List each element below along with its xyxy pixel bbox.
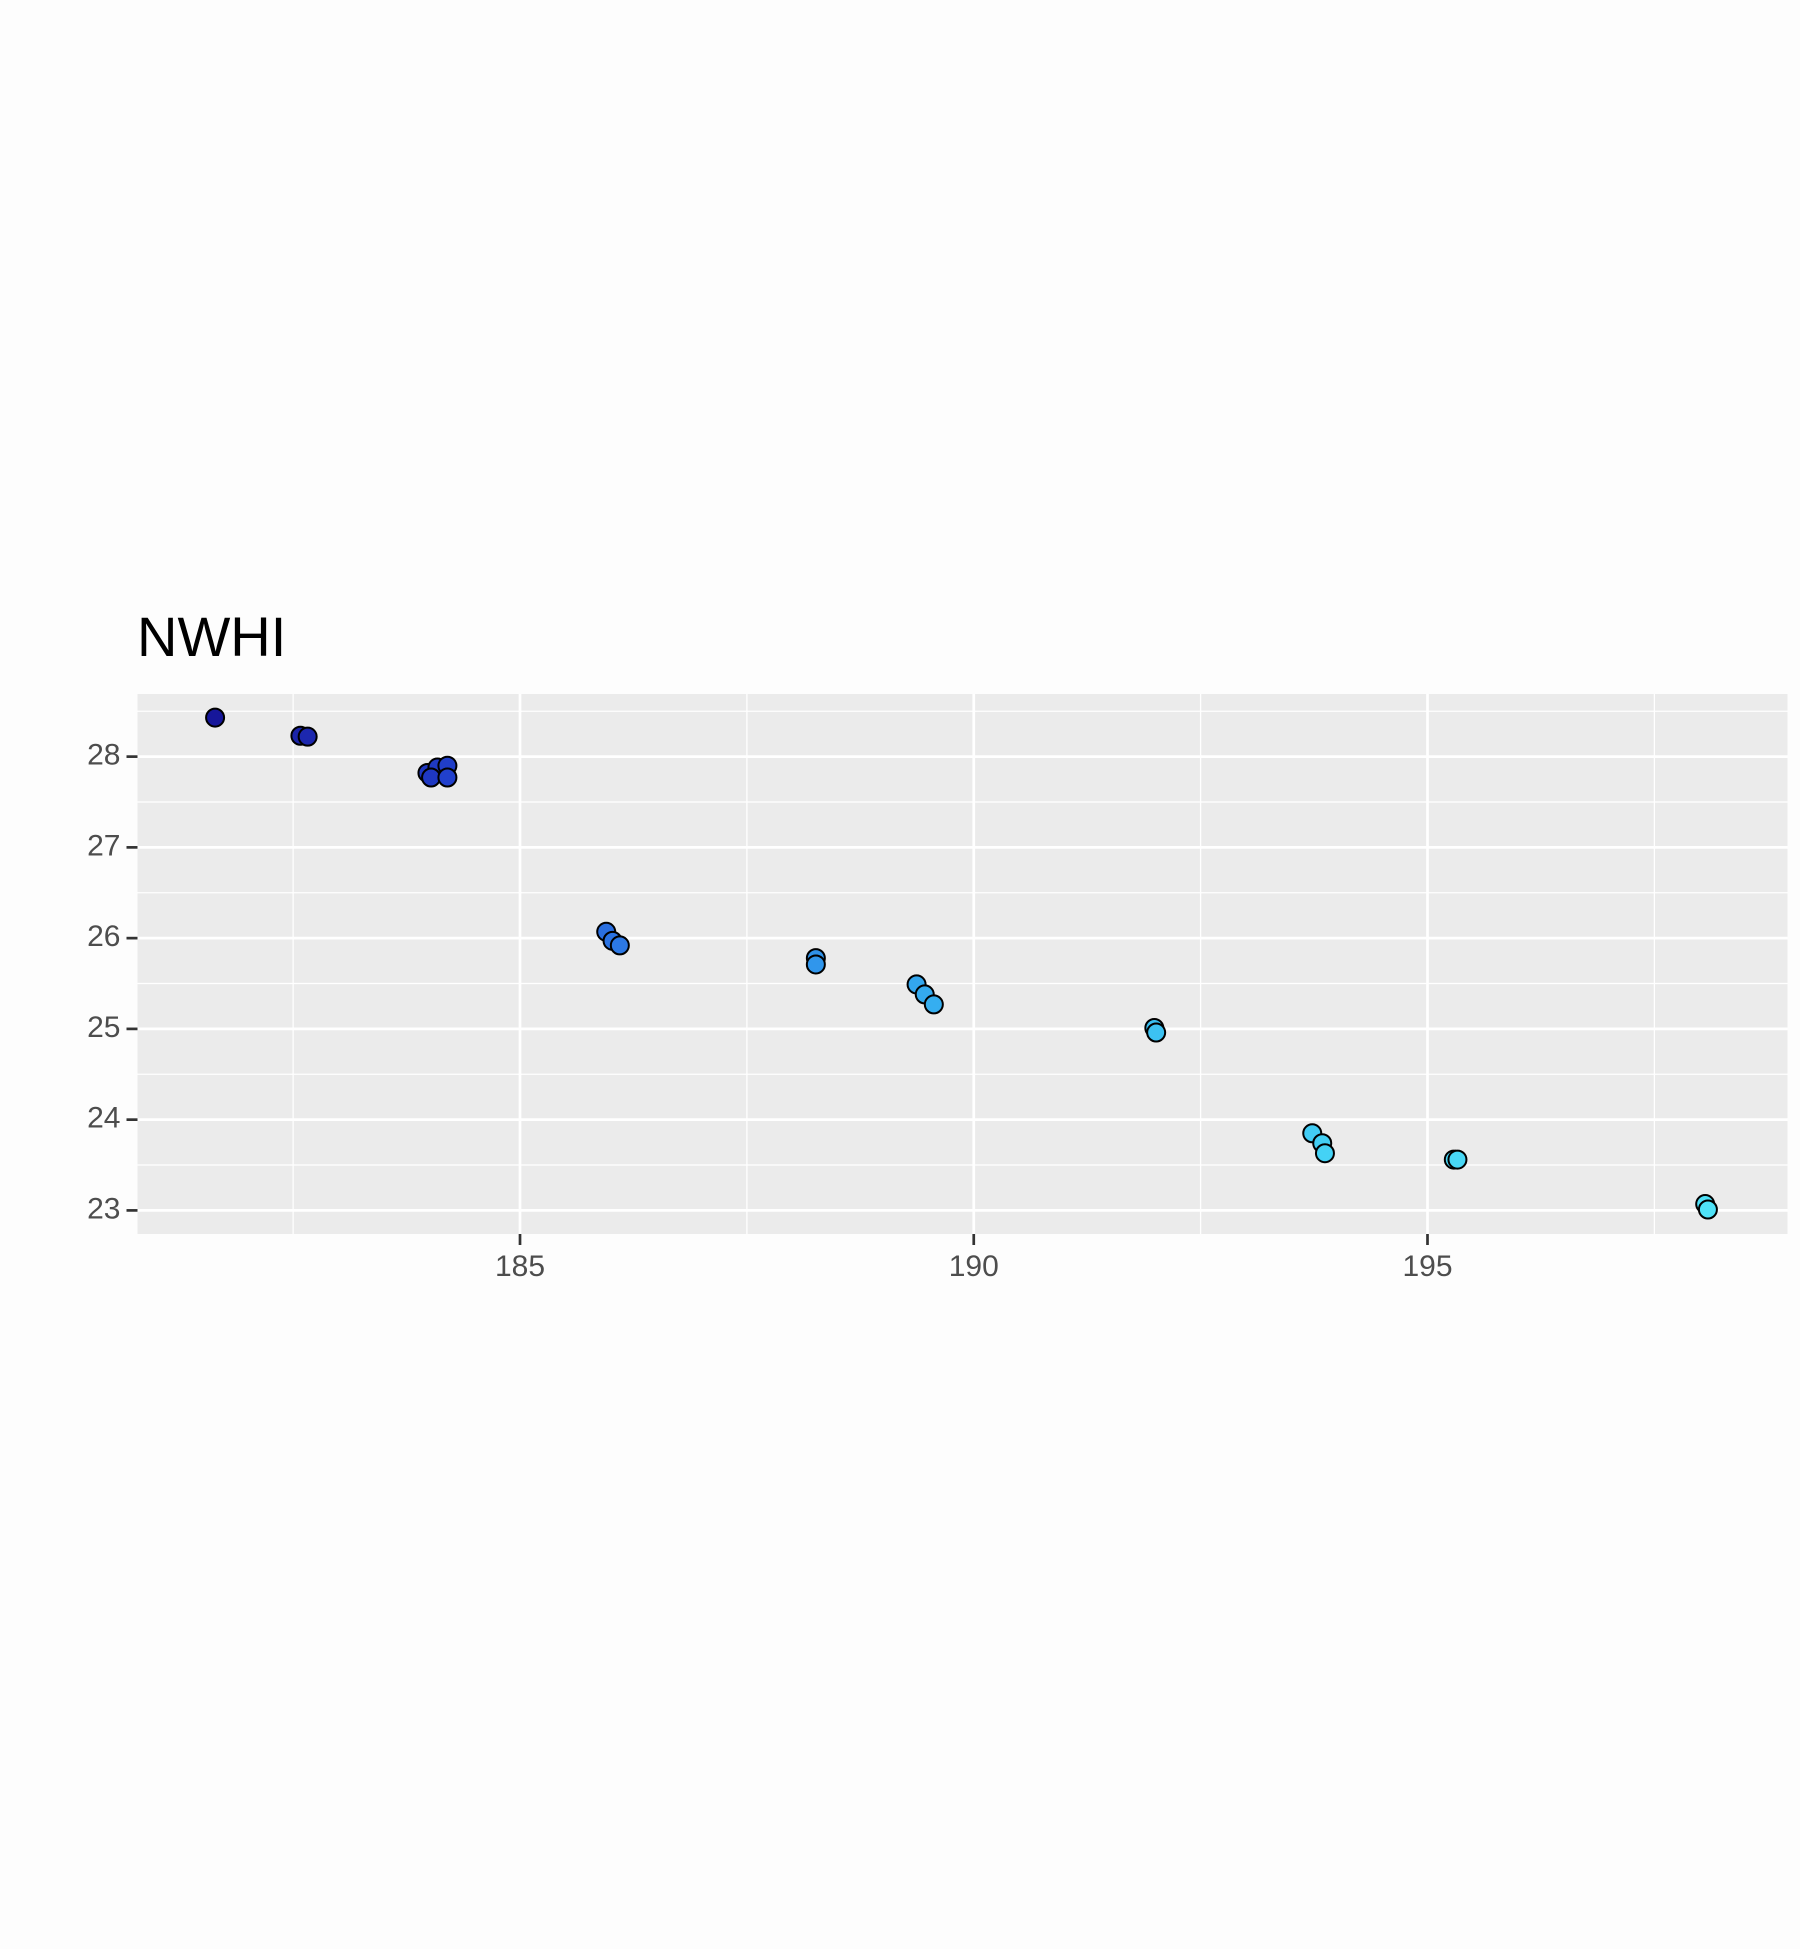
point (805, 954, 826, 975)
point (421, 767, 442, 788)
y-tick-label: 27 (87, 829, 120, 862)
x-tick-label: 190 (949, 1250, 999, 1283)
panel (137, 694, 1788, 1234)
point (1314, 1143, 1335, 1164)
chart-title: NWHI (137, 605, 286, 668)
y-tick-label: 24 (87, 1102, 120, 1135)
y-tick-label: 23 (87, 1192, 120, 1225)
x-tick-label: 195 (1402, 1250, 1452, 1283)
point (437, 767, 458, 788)
point (205, 707, 226, 728)
point (609, 935, 630, 956)
point (923, 994, 944, 1015)
point (1697, 1199, 1718, 1220)
point (297, 726, 318, 747)
y-tick-label: 28 (87, 739, 120, 772)
x-tick-label: 185 (495, 1250, 545, 1283)
y-tick-label: 25 (87, 1011, 120, 1044)
point (1146, 1022, 1167, 1043)
point (1447, 1149, 1468, 1170)
y-tick-label: 26 (87, 920, 120, 953)
